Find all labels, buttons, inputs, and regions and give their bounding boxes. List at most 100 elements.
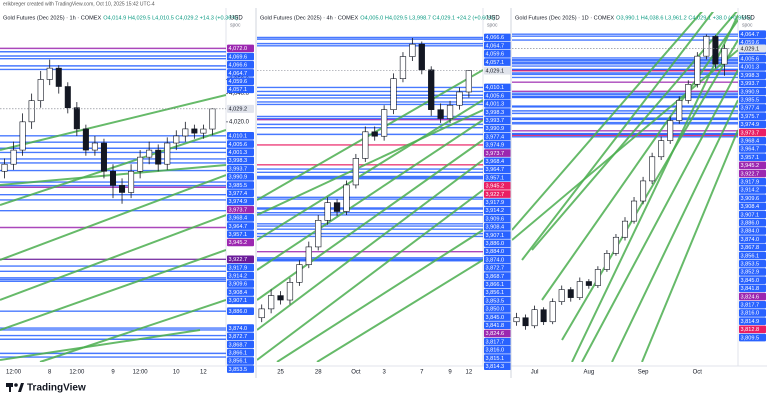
chart-panel: 12:00 8 12:00 9 12:00 10 12 Gold Futures (Dec 2… xyxy=(0,8,255,376)
level-label: 3,868.7 xyxy=(229,342,248,348)
candle-body xyxy=(465,70,472,93)
candle-body xyxy=(10,149,17,165)
level-label: 3,812.8 xyxy=(741,327,760,333)
trend-line xyxy=(581,69,738,362)
level-label: 3,909.6 xyxy=(741,196,760,202)
candle-body xyxy=(324,202,331,221)
level-label-box xyxy=(227,60,254,69)
level-label: 4,064.7 xyxy=(741,32,760,38)
level-label: 3,974.9 xyxy=(229,199,248,205)
level-label: 4,001.3 xyxy=(741,65,760,71)
level-label: 4,001.3 xyxy=(486,102,505,108)
candle-body xyxy=(640,180,647,202)
chart-panel: Jul Aug Sep Oct Gold Futures (Dec 2025) · 1D… xyxy=(510,8,767,378)
level-label: 3,845.0 xyxy=(486,315,505,321)
level-label: 3,964.7 xyxy=(741,147,760,153)
level-label-box xyxy=(484,173,511,182)
level-label-box xyxy=(739,300,766,309)
level-label-box xyxy=(484,116,511,125)
level-label-box xyxy=(739,292,766,301)
candle-body xyxy=(399,56,407,79)
level-label: 4,005.6 xyxy=(486,93,505,99)
level-label-box xyxy=(227,332,254,341)
level-label: 3,990.9 xyxy=(486,126,505,132)
level-label: 3,998.3 xyxy=(486,110,505,116)
level-label: 3,814.9 xyxy=(741,319,760,325)
last-price-label: 4,029.1 xyxy=(486,68,505,74)
level-label-box xyxy=(227,189,254,198)
level-label: 3,945.2 xyxy=(229,240,248,246)
level-label-box xyxy=(484,264,511,272)
level-label-box xyxy=(484,272,511,280)
level-label: 4,066.6 xyxy=(486,35,505,41)
candle-body xyxy=(119,185,126,193)
candle-body xyxy=(428,69,435,110)
level-label: 4,005.6 xyxy=(741,57,760,63)
candle-body xyxy=(200,128,207,134)
brand: TradingView xyxy=(27,383,86,394)
level-label: 3,908.4 xyxy=(229,290,248,296)
candle-body xyxy=(585,281,592,286)
candle-body xyxy=(46,67,53,80)
candle-body xyxy=(64,86,71,109)
trend-line xyxy=(641,129,738,362)
candle-body xyxy=(352,158,359,186)
level-label-box xyxy=(484,247,511,256)
level-label: 3,852.9 xyxy=(741,270,760,276)
level-label: 3,974.9 xyxy=(486,143,505,149)
level-label-box xyxy=(739,112,766,120)
trend-line xyxy=(512,12,703,231)
candle-body xyxy=(603,253,610,270)
level-label: 4,059.6 xyxy=(486,52,505,58)
credit: erikbreger created with TradingView.com,… xyxy=(3,1,155,7)
level-label: 3,853.5 xyxy=(229,367,248,373)
level-label-box xyxy=(227,156,254,165)
candle-body xyxy=(37,79,44,101)
x-tick-label: Jul xyxy=(531,370,539,376)
x-tick-label: 12 xyxy=(200,370,207,376)
level-label-box xyxy=(739,95,766,104)
level-label-box xyxy=(739,161,766,170)
level-label: 3,856.1 xyxy=(486,290,505,296)
level-label-box xyxy=(739,235,766,243)
candle-body xyxy=(621,220,629,238)
level-label-box xyxy=(739,309,766,317)
level-label: 3,945.2 xyxy=(486,184,505,190)
level-label-box xyxy=(739,284,766,293)
level-label-box xyxy=(484,83,511,92)
candle-body xyxy=(649,156,656,182)
candle-body xyxy=(146,149,153,158)
level-label: 3,816.0 xyxy=(486,348,505,354)
candle-body xyxy=(333,202,341,212)
level-label-box xyxy=(484,321,511,330)
level-label: 3,998.3 xyxy=(229,158,248,164)
level-label: 3,853.5 xyxy=(486,298,505,304)
level-label: 3,874.0 xyxy=(229,326,248,332)
candle-body xyxy=(437,109,444,119)
level-label-box xyxy=(484,305,511,313)
candle-body xyxy=(73,107,80,130)
level-label-box xyxy=(227,238,254,247)
candle-body xyxy=(446,104,454,119)
level-label-box xyxy=(484,288,511,297)
level-label-box xyxy=(227,148,254,157)
level-label-box xyxy=(227,357,254,365)
chart-title: Gold Futures (Dec 2025) · 1D · COMEX xyxy=(515,15,614,21)
candle-body xyxy=(209,108,216,130)
level-label-box xyxy=(484,362,511,371)
level-label: 3,977.4 xyxy=(741,106,760,112)
level-label-box xyxy=(227,307,254,315)
candle-body xyxy=(409,43,416,57)
candle-body xyxy=(513,317,520,323)
x-tick-label: Aug xyxy=(583,370,594,376)
level-label-box xyxy=(739,136,766,145)
level-label: 3,957.1 xyxy=(486,175,505,181)
candle-body xyxy=(362,131,369,159)
level-label: 3,907.1 xyxy=(741,212,760,218)
axis-note: spoc xyxy=(230,22,241,28)
candle-body xyxy=(631,200,638,222)
candle-body xyxy=(380,109,388,137)
level-label: 4,064.7 xyxy=(229,71,248,77)
level-label-box xyxy=(484,337,511,346)
